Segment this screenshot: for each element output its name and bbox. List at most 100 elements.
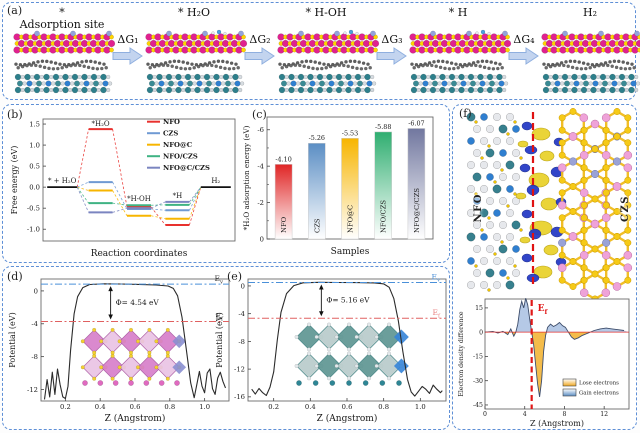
svg-text:1.0: 1.0 — [415, 403, 426, 411]
right-arrow-icon — [244, 47, 275, 65]
svg-text:0: 0 — [241, 282, 245, 290]
panel-b-c-box: (b) 1.5 1.0 0.5 0.0 -0.5 -1.0 Free energy (eV)… — [2, 104, 450, 263]
svg-text:H₂: H₂ — [211, 177, 220, 185]
stage-title: * H₂O — [178, 5, 210, 30]
svg-text:-4: -4 — [257, 163, 264, 171]
stage-title: * Adsorption site — [19, 5, 105, 31]
svg-text:0.6: 0.6 — [130, 403, 141, 411]
svg-text:0.2: 0.2 — [60, 403, 71, 411]
svg-text:Gain electrons: Gain electrons — [579, 391, 619, 397]
svg-text:Φ= 4.54 eV: Φ= 4.54 eV — [116, 298, 160, 307]
work-function-chart-czs: 0.2 0.4 0.6 0.8 1.0 0 -4 -8 -12 -16 Z (Angstrom) Po… — [215, 272, 447, 424]
stage-title: H₂ — [583, 5, 597, 30]
svg-text:-1.0: -1.0 — [27, 226, 40, 234]
svg-text:-4.10: -4.10 — [275, 155, 291, 163]
stage-title-text: * — [59, 6, 65, 19]
svg-text:Z (Angstrom): Z (Angstrom) — [317, 413, 378, 424]
svg-text:0: 0 — [34, 287, 38, 295]
svg-text:0.8: 0.8 — [378, 403, 389, 411]
stage-card: * H-OH — [275, 5, 380, 94]
heterostructure-model — [541, 30, 640, 94]
right-arrow-icon — [376, 47, 407, 65]
svg-text:Samples: Samples — [331, 247, 370, 257]
svg-text:Z (Angstrom): Z (Angstrom) — [530, 419, 584, 428]
svg-text:4: 4 — [523, 411, 527, 418]
svg-text:CZS: CZS — [313, 218, 321, 233]
svg-text:-30: -30 — [473, 378, 483, 385]
svg-text:0.4: 0.4 — [95, 403, 106, 411]
free-energy-change-label: ΔG₃ — [381, 33, 403, 46]
svg-text:*H-OH: *H-OH — [127, 195, 151, 203]
svg-text:NFO: NFO — [280, 216, 288, 233]
free-energy-change-label: ΔG₂ — [249, 33, 271, 46]
svg-text:NFO/CZS: NFO/CZS — [380, 200, 388, 233]
svg-text:0.6: 0.6 — [342, 403, 353, 411]
svg-text:-5.53: -5.53 — [342, 129, 358, 137]
nfo-material-label: NFO — [473, 193, 484, 223]
svg-text:-15: -15 — [473, 354, 483, 361]
svg-text:8: 8 — [562, 411, 566, 418]
stage-title-text: * H₂O — [177, 6, 211, 19]
panel-f: (f) NFO CZS 0 4 8 12 15 0 -15 -30 -45 Z (Angstrom… — [452, 104, 637, 430]
svg-text:-16: -16 — [234, 393, 245, 401]
svg-text:1.0: 1.0 — [199, 403, 210, 411]
panel-d-e-box: (d) 0.2 0.4 0.6 0.8 1.0 0 -4 -8 -12 Z (Angstrom) P… — [2, 266, 450, 430]
svg-text:-0.5: -0.5 — [27, 205, 40, 213]
svg-text:0.5: 0.5 — [29, 163, 40, 171]
svg-text:Ef: Ef — [216, 311, 224, 322]
svg-text:Ef: Ef — [538, 304, 549, 316]
electron-density-difference-chart: 0 4 8 12 15 0 -15 -30 -45 Z (Angstrom) Electron de… — [458, 298, 630, 428]
svg-text:-2: -2 — [257, 199, 264, 207]
svg-text:Ev: Ev — [214, 274, 223, 285]
svg-text:NFO@C: NFO@C — [347, 205, 355, 233]
svg-text:-6: -6 — [257, 126, 264, 134]
heterostructure-model — [13, 30, 116, 94]
svg-text:-45: -45 — [473, 402, 483, 409]
heterostructure-model — [145, 29, 248, 94]
svg-text:15: 15 — [475, 305, 483, 312]
svg-text:NFO@C: NFO@C — [163, 141, 193, 149]
work-function-chart-nfo: 0.2 0.4 0.6 0.8 1.0 0 -4 -8 -12 Z (Angstrom) Poten… — [8, 274, 230, 424]
svg-text:1.0: 1.0 — [29, 141, 40, 149]
svg-text:-12: -12 — [27, 386, 38, 394]
panel-e-label: (e) — [227, 270, 243, 283]
right-arrow-icon — [508, 47, 539, 65]
stage-title-text: * H — [448, 6, 468, 19]
stage-title-text: H₂ — [582, 6, 597, 19]
panel-a: (a) * Adsorption site ΔG₁ * H₂O ΔG₂ — [2, 2, 640, 100]
svg-text:Lose electrons: Lose electrons — [579, 381, 619, 387]
stage-title-text: * H-OH — [305, 6, 347, 19]
stage-card: * Adsorption site — [11, 5, 116, 94]
svg-text:Φ= 5.16 eV: Φ= 5.16 eV — [326, 295, 370, 304]
reaction-step-arrow: ΔG₁ — [112, 33, 143, 65]
svg-text:-12: -12 — [234, 366, 245, 374]
czs-material-label: CZS — [620, 195, 631, 222]
svg-text:Ef: Ef — [433, 308, 441, 319]
svg-text:0.8: 0.8 — [164, 403, 175, 411]
stage-subtitle-text: Adsorption site — [19, 18, 105, 31]
svg-text:-6.07: -6.07 — [408, 119, 424, 127]
svg-text:-4: -4 — [238, 310, 245, 318]
free-energy-change-label: ΔG₄ — [513, 33, 535, 46]
svg-text:-5.88: -5.88 — [375, 123, 391, 131]
svg-text:-4: -4 — [31, 320, 38, 328]
svg-text:*H: *H — [173, 192, 183, 200]
svg-text:12: 12 — [600, 411, 608, 418]
svg-text:NFO@C/CZS: NFO@C/CZS — [413, 188, 421, 233]
svg-text:*H₂O adsorption energy (eV): *H₂O adsorption energy (eV) — [242, 125, 251, 230]
svg-text:-5.26: -5.26 — [309, 134, 325, 142]
svg-text:NFO: NFO — [163, 118, 180, 126]
svg-text:Reaction coordinates: Reaction coordinates — [91, 249, 188, 259]
stage-title: * H-OH — [306, 5, 347, 30]
panel-b-label: (b) — [7, 108, 23, 121]
panel-d-label: (d) — [7, 270, 23, 283]
svg-text:0.4: 0.4 — [305, 403, 316, 411]
svg-text:NFO@C/CZS: NFO@C/CZS — [163, 164, 210, 172]
reaction-pathway-row: * Adsorption site ΔG₁ * H₂O ΔG₂ — [11, 5, 640, 98]
svg-text:* + H₂O: * + H₂O — [48, 177, 77, 185]
charge-density-interface-model — [466, 108, 633, 303]
svg-text:NFO/CZS: NFO/CZS — [163, 153, 198, 161]
svg-text:Electron density difference: Electron density difference — [458, 311, 465, 397]
svg-text:-8: -8 — [31, 353, 38, 361]
